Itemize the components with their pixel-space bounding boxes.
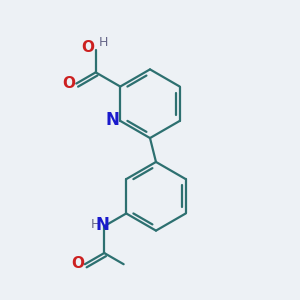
Text: N: N [106,111,120,129]
Text: H: H [91,218,101,231]
Text: O: O [81,40,94,55]
Text: O: O [62,76,75,91]
Text: H: H [98,36,108,49]
Text: O: O [71,256,84,271]
Text: N: N [96,216,110,234]
